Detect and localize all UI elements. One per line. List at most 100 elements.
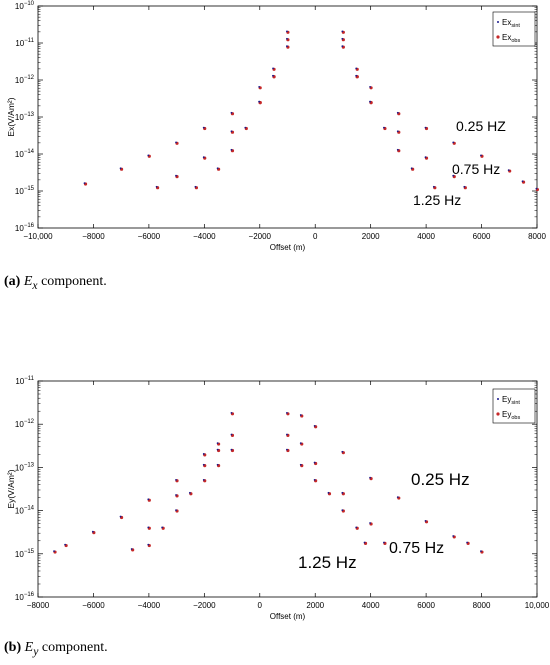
legend-box bbox=[492, 388, 536, 424]
data-point-sint bbox=[91, 530, 94, 533]
x-tick-label: 2000 bbox=[306, 601, 324, 610]
series-1 bbox=[155, 37, 467, 190]
data-point-sint bbox=[175, 509, 177, 511]
frequency-label: 1.25 Hz bbox=[298, 553, 357, 572]
data-point-sint bbox=[83, 182, 86, 185]
frequency-label: 0.25 Hz bbox=[411, 470, 470, 489]
x-tick-label: −2000 bbox=[249, 232, 272, 241]
y-tick-label: 10−13 bbox=[15, 112, 35, 122]
caption-b-subscript: y bbox=[33, 644, 39, 658]
x-tick-label: −6000 bbox=[138, 232, 161, 241]
data-point-sint bbox=[244, 126, 247, 129]
data-point-sint bbox=[313, 424, 316, 427]
data-point-sint bbox=[147, 498, 150, 501]
caption-b-symbol: E bbox=[24, 640, 34, 655]
data-point-sint bbox=[341, 37, 344, 40]
x-tick-label: 10,000 bbox=[525, 601, 550, 610]
data-point-sint bbox=[64, 543, 67, 546]
data-point-sint bbox=[299, 463, 302, 466]
legend-box bbox=[492, 11, 536, 47]
series-1 bbox=[130, 433, 387, 552]
data-point-sint bbox=[424, 156, 427, 159]
data-point-sint bbox=[396, 496, 399, 499]
legend: Exsint Exobs bbox=[492, 11, 536, 47]
data-point-sint bbox=[480, 154, 482, 157]
series-2 bbox=[194, 45, 437, 190]
data-point-sint bbox=[286, 412, 288, 414]
series-0 bbox=[83, 30, 540, 192]
x-tick-label: 0 bbox=[313, 232, 318, 241]
data-point-sint bbox=[341, 491, 344, 494]
x-tick-label: 6000 bbox=[417, 601, 435, 610]
data-point-sint bbox=[286, 433, 288, 436]
y-tick-label: 10−11 bbox=[15, 38, 34, 48]
data-point-sint bbox=[383, 126, 385, 129]
data-point-sint bbox=[216, 442, 219, 445]
y-tick-label: 10−12 bbox=[15, 75, 35, 85]
y-tick-label: 10−11 bbox=[15, 376, 34, 386]
x-axis-label: Offset (m) bbox=[270, 243, 306, 252]
data-point-sint bbox=[355, 74, 358, 77]
data-point-sint bbox=[424, 520, 427, 522]
x-tick-label: −8000 bbox=[27, 601, 50, 610]
x-tick-label: −4000 bbox=[138, 601, 161, 610]
data-point-sint bbox=[130, 548, 133, 550]
y-axis-label: Ey(V/Am²) bbox=[6, 469, 16, 508]
y-tick-label: 10−12 bbox=[15, 419, 35, 429]
data-point-sint bbox=[272, 67, 274, 70]
data-point-sint bbox=[341, 45, 344, 48]
data-point-sint bbox=[230, 148, 233, 151]
frequency-label: 0.25 HZ bbox=[456, 118, 506, 134]
legend-label: Eysint bbox=[502, 395, 520, 406]
data-point-sint bbox=[383, 541, 385, 544]
data-point-sint bbox=[452, 535, 455, 537]
data-point-sint bbox=[175, 494, 177, 496]
frequency-label: 0.75 Hz bbox=[389, 540, 444, 557]
data-point-sint bbox=[286, 45, 288, 48]
data-point-sint bbox=[341, 30, 344, 33]
series-0 bbox=[53, 412, 484, 554]
legend-label: Exsint bbox=[502, 18, 520, 29]
legend: Eysint Eyobs bbox=[492, 388, 536, 424]
x-tick-label: 6000 bbox=[473, 232, 491, 241]
legend-label: Eyobs bbox=[502, 410, 520, 421]
legend-label: Exobs bbox=[502, 33, 520, 44]
data-point-sint bbox=[313, 461, 316, 464]
y-tick-label: 10−14 bbox=[15, 149, 35, 159]
chart-b: −8000 −6000 −4000 −2000 0 2000 4000 6000 8000 10,… bbox=[6, 376, 550, 621]
data-point-sint bbox=[327, 491, 330, 494]
caption-a-tag: (a) bbox=[4, 274, 21, 289]
data-point-sint bbox=[175, 141, 177, 144]
data-point-sint bbox=[363, 541, 366, 544]
y-tick-label: 10−10 bbox=[15, 1, 35, 11]
data-point-sint bbox=[480, 550, 482, 553]
data-point-sint bbox=[53, 550, 55, 553]
data-point-sint bbox=[147, 526, 150, 529]
data-point-sint bbox=[410, 167, 413, 170]
data-point-sint bbox=[147, 543, 150, 546]
data-point-sint bbox=[216, 463, 219, 466]
data-point-sint bbox=[369, 86, 371, 88]
chart-a: −10,000 −8000 −6000 −4000 −2000 0 2000 4000 6000… bbox=[6, 1, 546, 252]
data-point-sint bbox=[230, 130, 233, 133]
caption-b-text: component. bbox=[38, 640, 108, 655]
data-point-sint bbox=[216, 167, 219, 170]
data-point-sint bbox=[535, 187, 538, 190]
y-tick-label: 10−16 bbox=[15, 223, 35, 233]
data-point-sint bbox=[452, 174, 455, 177]
data-point-sint bbox=[286, 448, 288, 451]
x-tick-label: 4000 bbox=[417, 232, 435, 241]
data-point-sint bbox=[230, 433, 233, 436]
data-point-sint bbox=[341, 509, 344, 511]
y-tick-label: 10−15 bbox=[15, 549, 35, 559]
data-point-sint bbox=[202, 463, 205, 466]
y-axis-label: Ex(V/Am²) bbox=[6, 97, 16, 136]
caption-b: (b) Ey component. bbox=[4, 640, 108, 658]
data-point-sint bbox=[286, 37, 288, 40]
data-point-sint bbox=[355, 526, 358, 529]
x-tick-label: 8000 bbox=[473, 601, 491, 610]
data-point-sint bbox=[202, 453, 205, 455]
data-point-sint bbox=[424, 126, 427, 129]
caption-a-subscript: x bbox=[32, 278, 38, 292]
